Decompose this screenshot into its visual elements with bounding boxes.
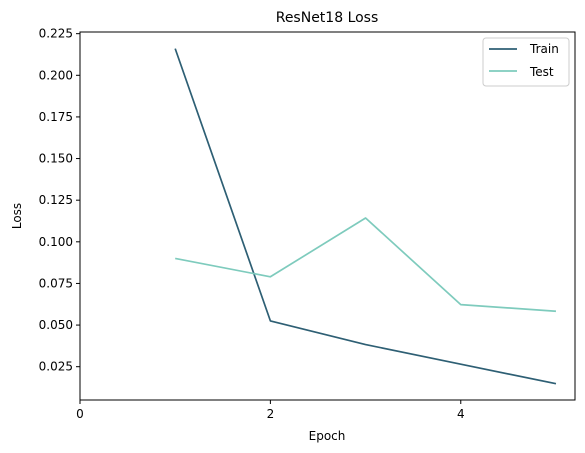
x-tick-label: 2 — [267, 407, 275, 421]
y-tick-label: 0.025 — [39, 360, 73, 374]
x-tick-label: 0 — [76, 407, 84, 421]
series-line-test — [175, 217, 557, 313]
series-layer — [174, 48, 557, 385]
series-line-train — [174, 48, 557, 385]
legend-box — [482, 37, 570, 87]
y-tick-label: 0.225 — [39, 27, 73, 41]
legend: Train Test — [482, 37, 570, 87]
y-axis: 0.025 0.050 0.075 0.100 0.125 0.150 0.175 0.200… — [39, 27, 80, 374]
plot-frame — [79, 31, 576, 401]
plot-area — [79, 31, 576, 401]
y-tick-label: 0.200 — [39, 68, 73, 82]
y-tick-label: 0.175 — [39, 110, 73, 124]
legend-label-train: Train — [529, 42, 559, 56]
x-tick-label: 4 — [457, 407, 465, 421]
legend-label-test: Test — [529, 65, 554, 79]
x-axis-label: Epoch — [309, 429, 346, 443]
y-tick-label: 0.125 — [39, 193, 73, 207]
y-tick-label: 0.100 — [39, 235, 73, 249]
chart-title: ResNet18 Loss — [276, 10, 379, 26]
y-tick-label: 0.150 — [39, 152, 73, 166]
y-axis-label: Loss — [10, 203, 24, 229]
y-tick-label: 0.050 — [39, 318, 73, 332]
x-axis: 0 2 4 — [76, 400, 465, 421]
y-tick-label: 0.075 — [39, 276, 73, 290]
